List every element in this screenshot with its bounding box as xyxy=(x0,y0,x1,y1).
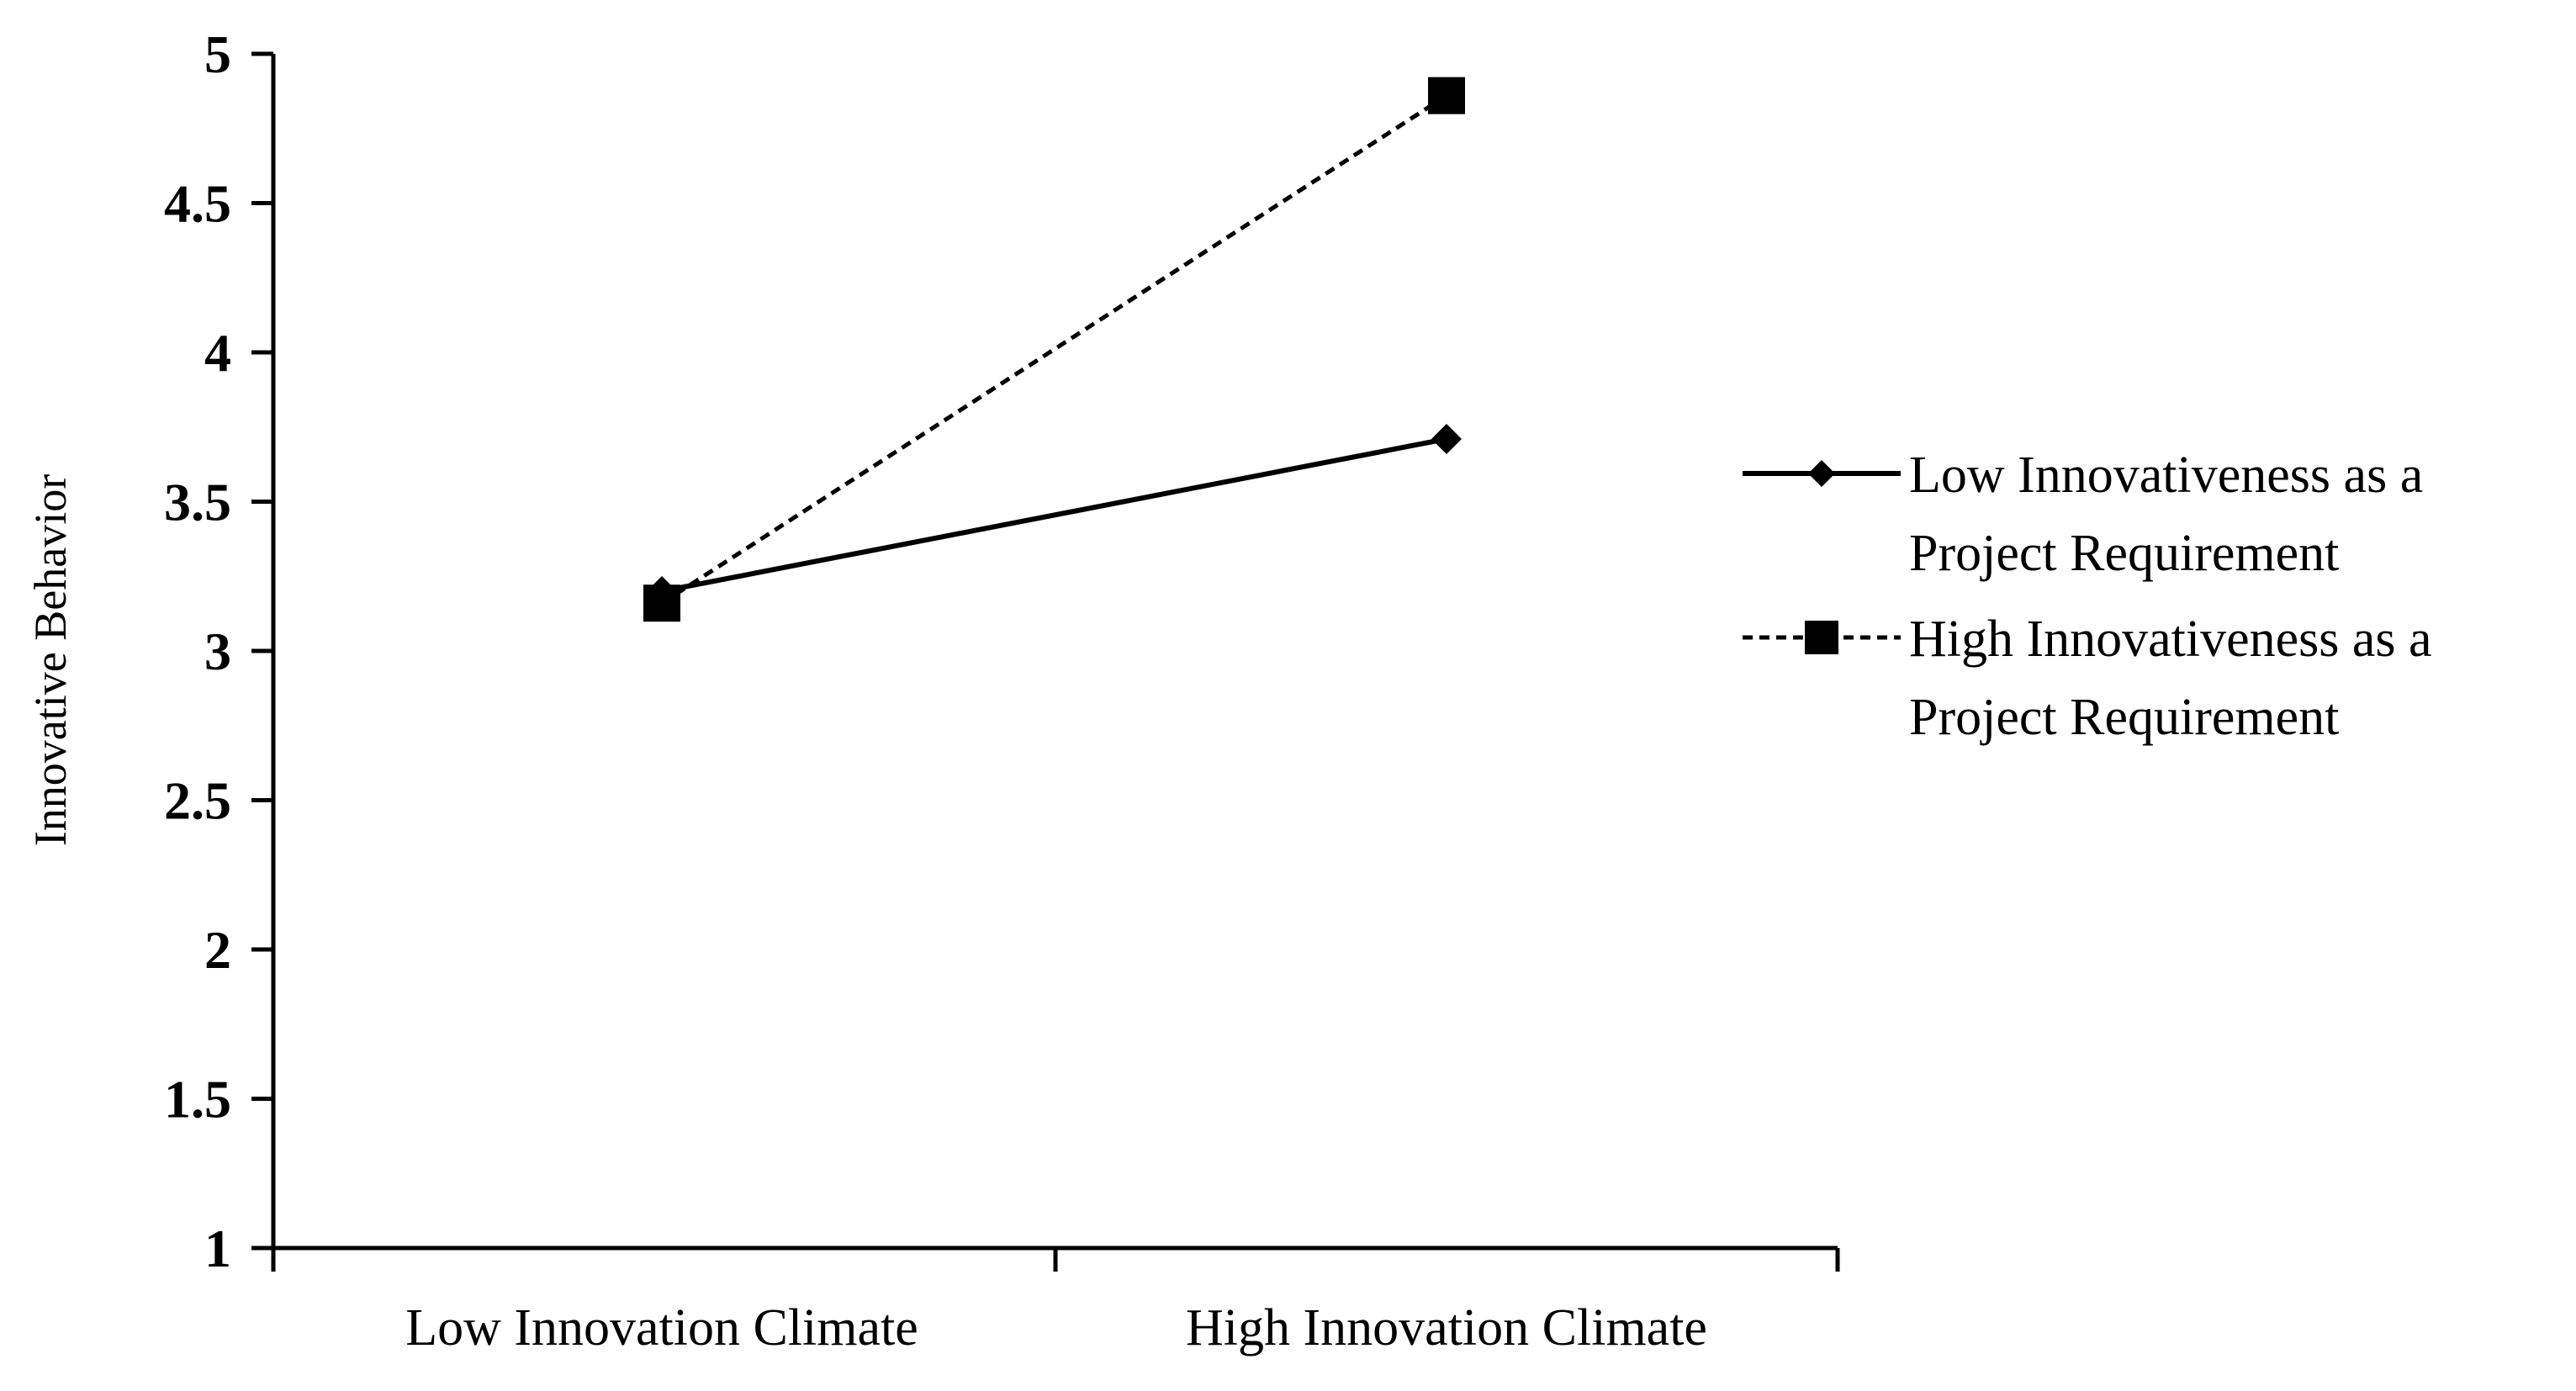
square-marker xyxy=(1428,77,1465,114)
square-marker xyxy=(1805,621,1838,654)
series xyxy=(643,77,1465,622)
x-categories: Low Innovation Climate High Innovation Cl… xyxy=(271,1248,1840,1357)
legend-label: Project Requirement xyxy=(1909,689,2339,746)
y-tick-label: 3.5 xyxy=(164,473,231,532)
y-ticks: 1 1.5 2 2.5 3 3.5 4 4.5 5 xyxy=(164,24,273,1278)
series-line-low xyxy=(661,436,1447,594)
legend-label: High Innovativeness as a xyxy=(1909,611,2432,668)
y-tick-label: 1.5 xyxy=(164,1070,231,1129)
legend-label: Project Requirement xyxy=(1909,525,2339,582)
y-tick-label: 4 xyxy=(204,323,231,383)
y-tick-label: 2.5 xyxy=(164,771,231,831)
y-tick-label: 5 xyxy=(204,24,231,84)
x-category-label: Low Innovation Climate xyxy=(405,1299,918,1357)
diamond-marker xyxy=(1431,423,1462,454)
y-tick-label: 2 xyxy=(204,920,231,980)
diamond-marker xyxy=(1808,460,1835,487)
square-marker xyxy=(643,584,680,622)
axes xyxy=(271,54,1838,1270)
y-axis-title: Innovative Behavior xyxy=(25,474,76,846)
series-line-high xyxy=(660,93,1448,606)
y-tick-label: 1 xyxy=(204,1219,231,1278)
legend: Low Innovativeness as a Project Requireme… xyxy=(1743,447,2432,746)
legend-label: Low Innovativeness as a xyxy=(1909,447,2423,504)
y-tick-label: 4.5 xyxy=(164,174,231,234)
x-category-label: High Innovation Climate xyxy=(1186,1299,1707,1357)
y-tick-label: 3 xyxy=(204,621,231,681)
